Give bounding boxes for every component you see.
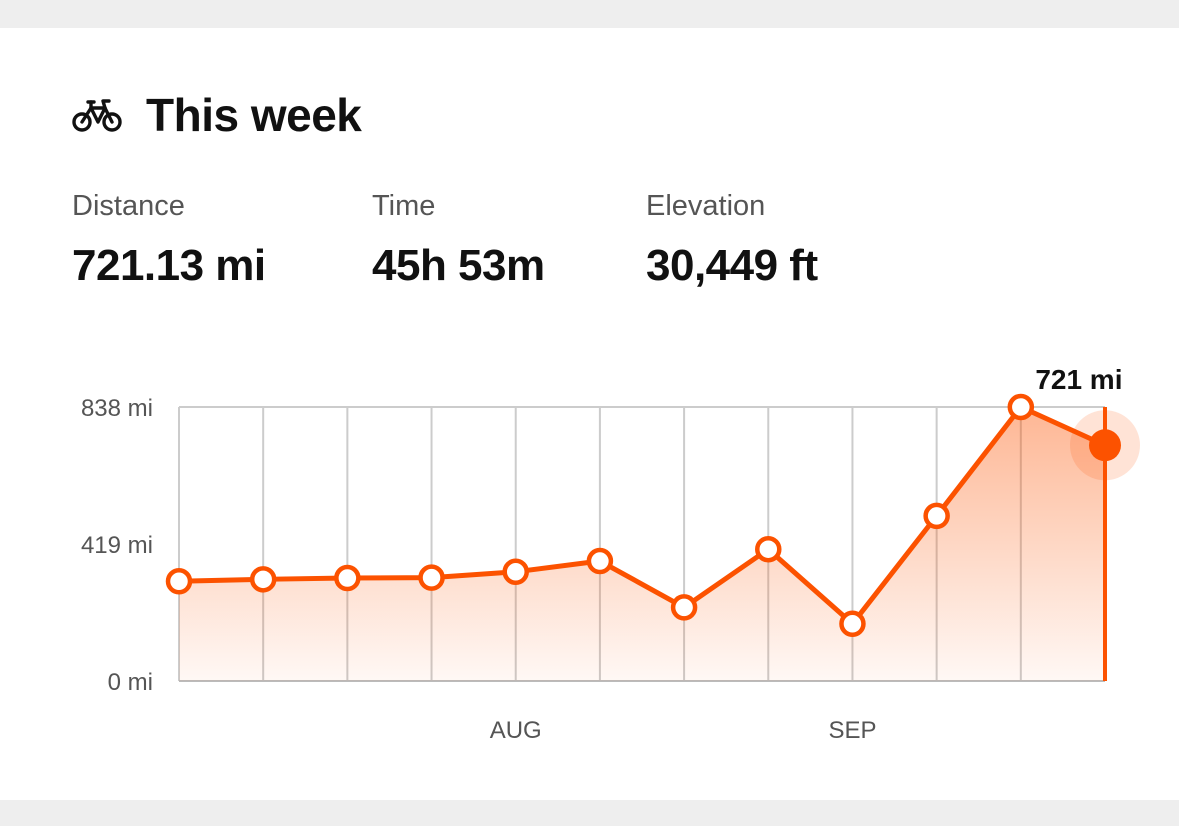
stat-value: 45h 53m: [372, 241, 545, 290]
stat-time: Time 45h 53m: [372, 190, 545, 291]
card-header: This week: [72, 88, 362, 142]
weekly-summary-card: [0, 28, 1179, 800]
stat-elevation: Elevation 30,449 ft: [646, 190, 818, 291]
stat-distance: Distance 721.13 mi: [72, 190, 266, 291]
card-title: This week: [146, 89, 362, 141]
stat-label: Distance: [72, 190, 185, 222]
bike-icon: [72, 95, 122, 135]
stat-label: Time: [372, 190, 436, 222]
stat-label: Elevation: [646, 190, 766, 222]
stat-value: 30,449 ft: [646, 241, 818, 290]
stat-value: 721.13 mi: [72, 241, 266, 290]
